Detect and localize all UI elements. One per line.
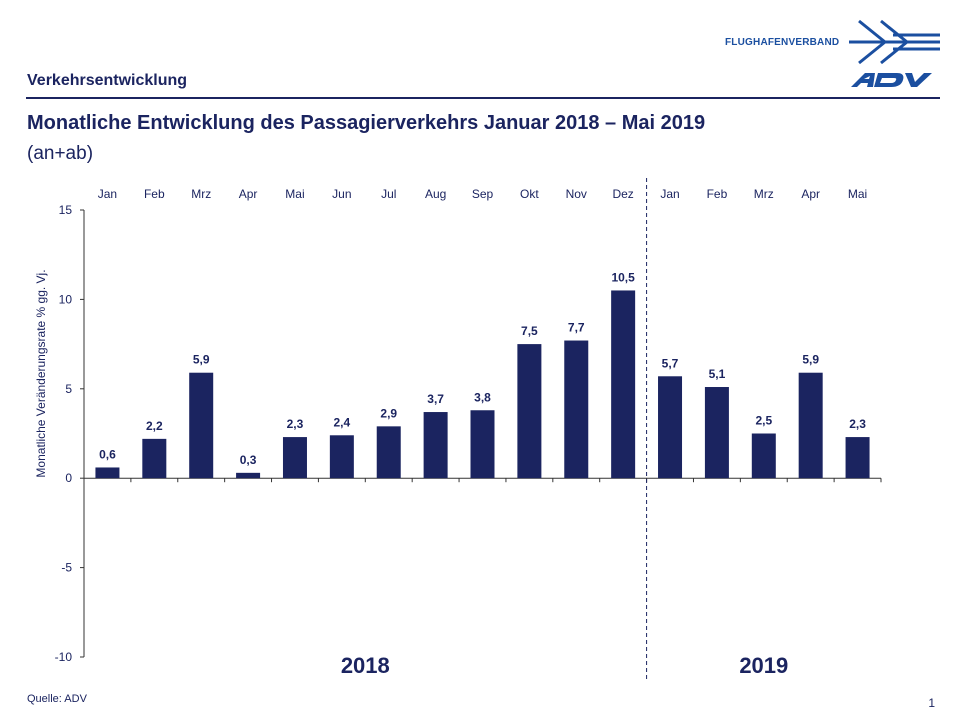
y-tick-label: 15 [59, 203, 73, 217]
bar-2 [189, 372, 214, 479]
x-tick-label-9: Okt [520, 187, 539, 201]
data-label-6: 2,9 [380, 406, 397, 420]
x-tick-label-5: Jun [332, 187, 351, 201]
adv-logo-icon [849, 19, 940, 87]
bar-0 [95, 467, 120, 479]
x-tick-label-4: Mai [285, 187, 304, 201]
data-label-8: 3,8 [474, 390, 491, 404]
data-label-0: 0,6 [99, 447, 116, 461]
y-axis-label: Monatliche Veränderungsrate % gg. Vj. [34, 269, 48, 477]
bar-10 [564, 340, 589, 479]
data-label-7: 3,7 [427, 392, 444, 406]
data-label-3: 0,3 [240, 453, 257, 467]
bar-12 [658, 376, 683, 479]
data-label-13: 5,1 [709, 367, 726, 381]
chart-bars [95, 290, 870, 479]
x-tick-label-0: Jan [98, 187, 117, 201]
bar-1 [142, 438, 167, 479]
bar-3 [236, 472, 261, 479]
chart-subtitle: (an+ab) [27, 143, 94, 164]
x-tick-label-3: Apr [239, 187, 258, 201]
x-tick-label-7: Aug [425, 187, 446, 201]
bar-7 [423, 412, 448, 479]
bar-6 [376, 426, 401, 479]
bar-16 [845, 437, 870, 479]
source-note: Quelle: ADV [27, 693, 87, 705]
year-label-1: 2019 [739, 653, 788, 678]
bar-8 [470, 410, 495, 479]
x-tick-label-10: Nov [566, 187, 587, 201]
bar-14 [751, 433, 776, 479]
x-tick-label-14: Mrz [754, 187, 774, 201]
x-tick-label-16: Mai [848, 187, 867, 201]
section-title: Verkehrsentwicklung [27, 72, 188, 89]
year-label-0: 2018 [341, 653, 390, 678]
bar-13 [704, 387, 729, 479]
y-tick-label: 5 [65, 382, 72, 396]
bar-9 [517, 344, 542, 479]
x-tick-label-12: Jan [660, 187, 679, 201]
x-tick-label-6: Jul [381, 187, 396, 201]
x-tick-label-15: Apr [801, 187, 820, 201]
x-tick-label-8: Sep [472, 187, 494, 201]
y-tick-label: 0 [65, 471, 72, 485]
x-tick-label-13: Feb [707, 187, 728, 201]
data-label-14: 2,5 [755, 414, 772, 428]
bar-chart: -10 -5 0 5 10 15 Monatliche Veränderungsrate %… [34, 178, 882, 680]
data-label-10: 7,7 [568, 321, 585, 335]
y-tick-label: -5 [61, 561, 72, 575]
x-tick-label-1: Feb [144, 187, 165, 201]
logo-text: FLUGHAFENVERBAND [725, 37, 840, 48]
data-label-12: 5,7 [662, 356, 679, 370]
data-label-5: 2,4 [334, 415, 351, 429]
header-divider [26, 97, 940, 99]
data-label-2: 5,9 [193, 353, 210, 367]
page-number: 1 [928, 696, 935, 710]
y-tick-label: 10 [59, 292, 73, 306]
data-label-15: 5,9 [802, 353, 819, 367]
chart-title: Monatliche Entwicklung des Passagierverk… [27, 112, 706, 134]
data-label-9: 7,5 [521, 324, 538, 338]
x-tick-label-11: Dez [612, 187, 633, 201]
x-tick-label-2: Mrz [191, 187, 211, 201]
bar-4 [282, 437, 307, 479]
bar-15 [798, 372, 823, 479]
data-label-16: 2,3 [849, 417, 866, 431]
data-label-4: 2,3 [287, 417, 304, 431]
chart-labels: -10 -5 0 5 10 15 Monatliche Veränderungsrate %… [34, 187, 867, 678]
y-tick-label: -10 [55, 650, 73, 664]
data-label-11: 10,5 [611, 270, 635, 284]
bar-11 [611, 290, 636, 479]
data-label-1: 2,2 [146, 419, 163, 433]
bar-5 [329, 435, 354, 479]
